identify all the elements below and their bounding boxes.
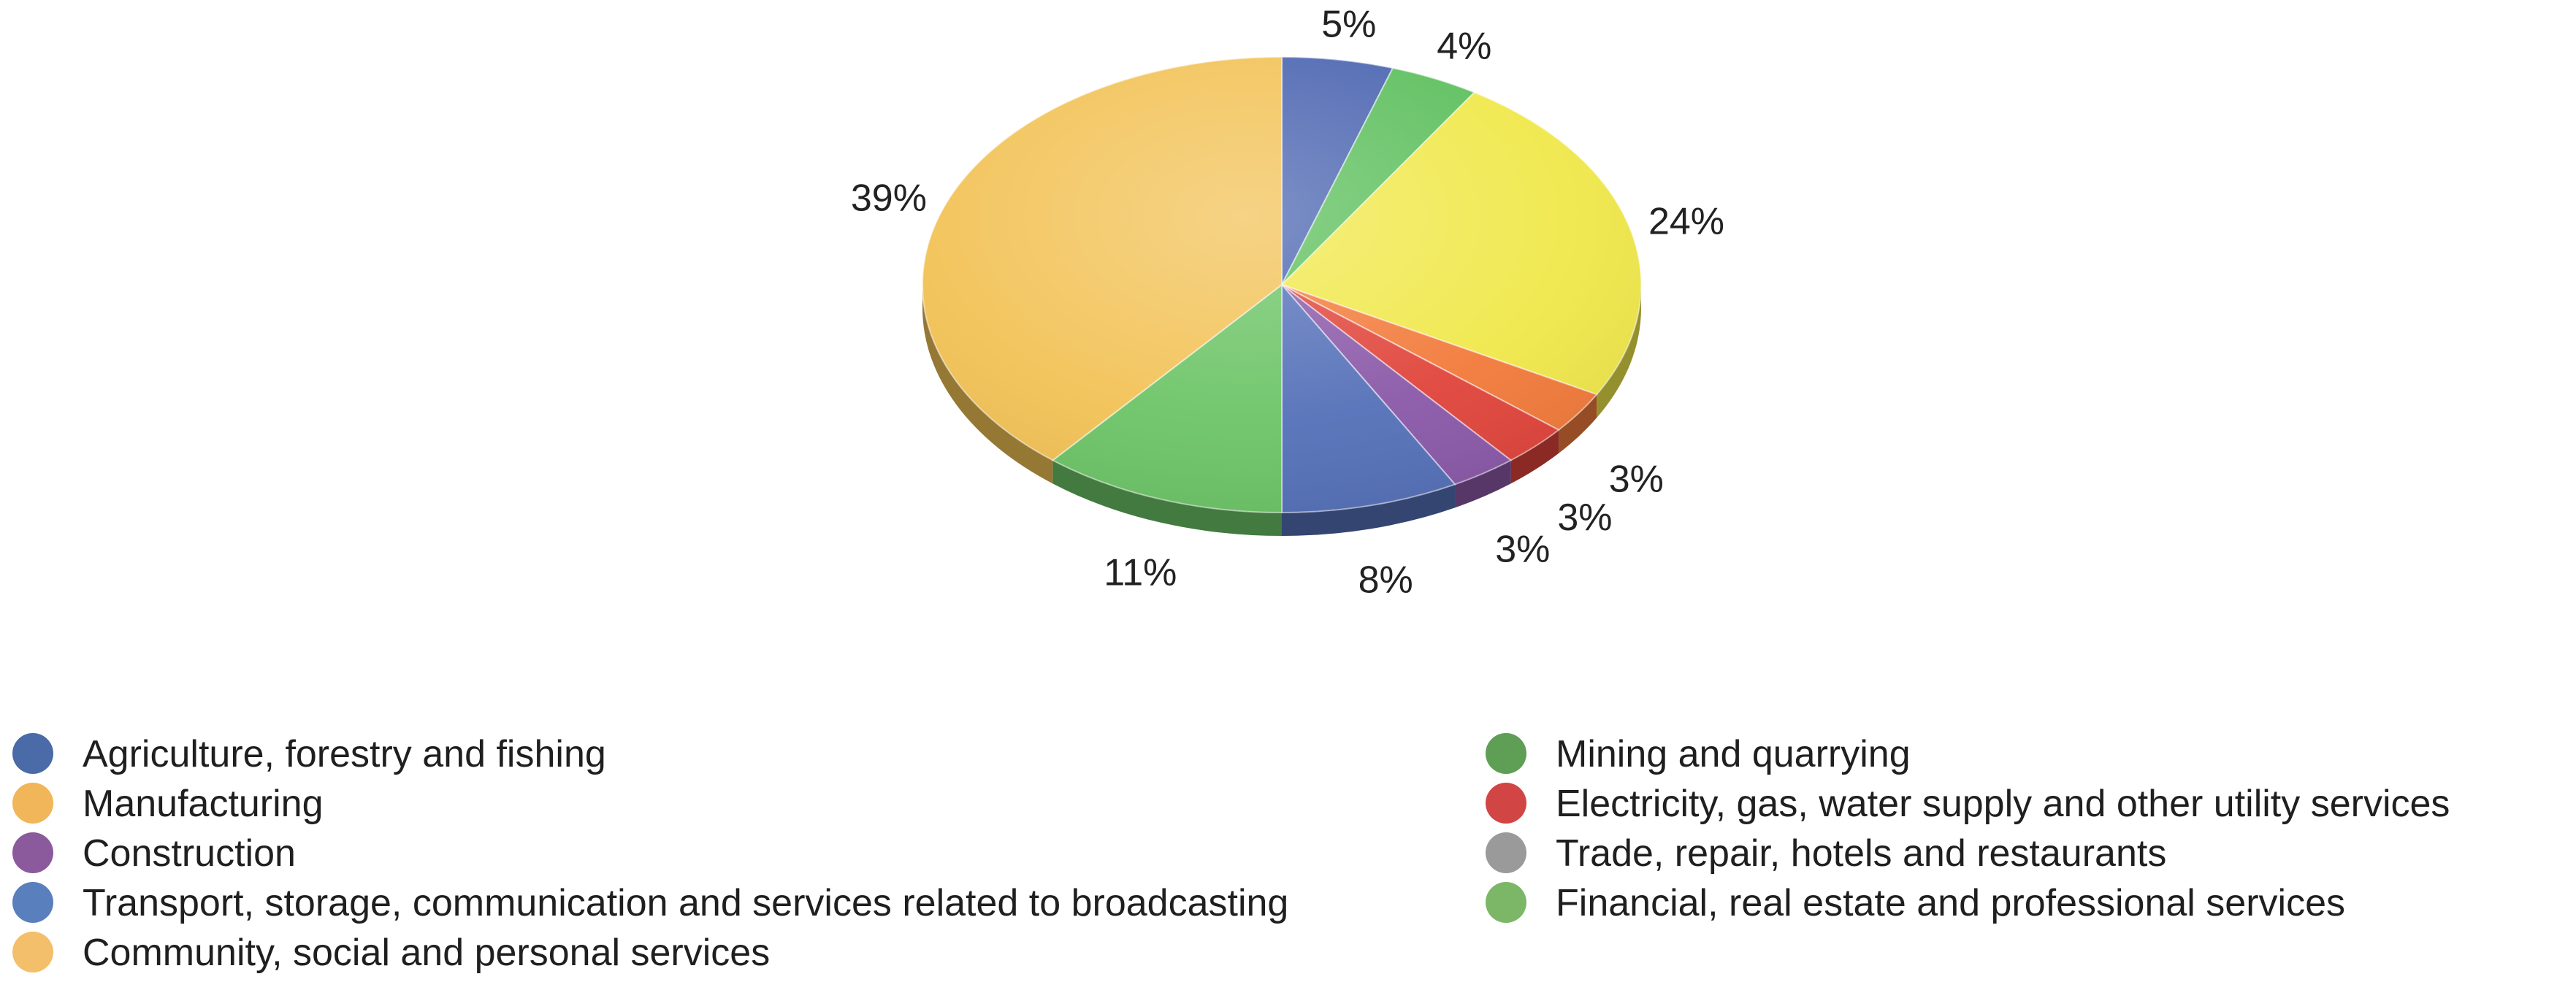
legend: Agriculture, forestry and fishing Manufac… <box>12 733 2450 974</box>
legend-item: Financial, real estate and professional … <box>1486 882 2345 924</box>
slice-side-7 <box>1052 460 1282 536</box>
slice-label-5: 3% <box>1495 528 1550 570</box>
slice-label-4: 3% <box>1557 496 1612 539</box>
legend-item: Agriculture, forestry and fishing <box>12 733 606 775</box>
legend-swatch <box>12 733 53 774</box>
legend-label: Community, social and personal services <box>83 932 770 974</box>
legend-item: Mining and quarrying <box>1486 733 1911 775</box>
legend-swatch <box>12 932 53 973</box>
legend-item: Community, social and personal services <box>12 932 770 974</box>
pie-slices <box>922 55 1642 514</box>
legend-label: Transport, storage, communication and se… <box>83 882 1288 924</box>
legend-label: Construction <box>83 832 296 875</box>
legend-item: Electricity, gas, water supply and other… <box>1486 783 2450 825</box>
legend-item: Transport, storage, communication and se… <box>12 882 1288 924</box>
legend-item: Manufacturing <box>12 783 324 825</box>
pie-labels: 5%4%24%3%3%3%8%11%39% <box>851 4 1724 602</box>
legend-swatch <box>1486 783 1526 824</box>
legend-swatch <box>12 832 53 873</box>
legend-swatch <box>1486 733 1526 774</box>
legend-swatch <box>1486 832 1526 873</box>
slice-label-6: 8% <box>1358 559 1413 602</box>
slice-label-3: 3% <box>1609 458 1664 500</box>
slice-label-2: 24% <box>1648 200 1724 242</box>
legend-label: Manufacturing <box>83 783 324 825</box>
legend-label: Financial, real estate and professional … <box>1556 882 2345 924</box>
slice-label-0: 5% <box>1321 4 1376 46</box>
legend-label: Agriculture, forestry and fishing <box>83 733 606 775</box>
legend-label: Mining and quarrying <box>1556 733 1911 775</box>
legend-item: Construction <box>12 832 296 875</box>
legend-label: Trade, repair, hotels and restaurants <box>1556 832 2166 875</box>
legend-swatch <box>12 783 53 824</box>
legend-swatch <box>12 882 53 923</box>
slice-label-8: 39% <box>851 177 927 220</box>
legend-swatch <box>1486 882 1526 923</box>
slice-label-1: 4% <box>1437 26 1491 68</box>
legend-label: Electricity, gas, water supply and other… <box>1556 783 2450 825</box>
slice-label-7: 11% <box>1104 552 1177 594</box>
legend-item: Trade, repair, hotels and restaurants <box>1486 832 2166 875</box>
